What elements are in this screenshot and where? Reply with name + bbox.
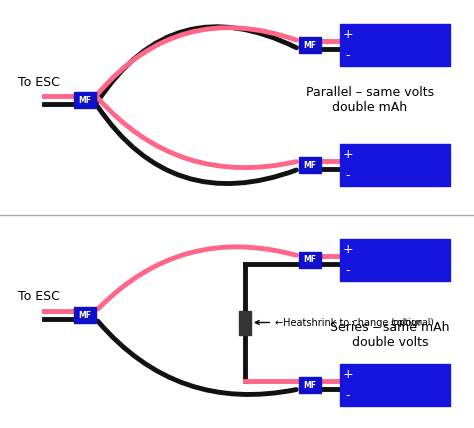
Text: +: + xyxy=(343,243,353,256)
Text: -: - xyxy=(346,389,350,402)
Bar xyxy=(239,310,251,335)
Text: -: - xyxy=(346,169,350,182)
Text: MF: MF xyxy=(303,41,317,50)
FancyBboxPatch shape xyxy=(74,307,96,323)
Text: ←Heatshrink to change colour: ←Heatshrink to change colour xyxy=(255,318,422,327)
FancyBboxPatch shape xyxy=(340,364,450,406)
Text: MF: MF xyxy=(79,310,91,319)
FancyBboxPatch shape xyxy=(299,377,321,393)
FancyBboxPatch shape xyxy=(340,239,450,281)
FancyBboxPatch shape xyxy=(299,252,321,268)
Text: MF: MF xyxy=(303,380,317,389)
FancyBboxPatch shape xyxy=(340,144,450,186)
FancyBboxPatch shape xyxy=(299,37,321,53)
Text: To ESC: To ESC xyxy=(18,291,60,303)
FancyBboxPatch shape xyxy=(340,24,450,66)
Text: -: - xyxy=(346,50,350,62)
Text: MF: MF xyxy=(79,95,91,104)
Text: Parallel – same volts
double mAh: Parallel – same volts double mAh xyxy=(306,86,434,114)
FancyBboxPatch shape xyxy=(74,92,96,108)
Text: Series – same mAh
double volts: Series – same mAh double volts xyxy=(330,321,450,349)
Text: (optional): (optional) xyxy=(390,318,434,327)
Text: To ESC: To ESC xyxy=(18,75,60,89)
FancyBboxPatch shape xyxy=(299,157,321,173)
Text: +: + xyxy=(343,368,353,380)
Text: MF: MF xyxy=(303,160,317,169)
Text: -: - xyxy=(346,265,350,277)
Text: +: + xyxy=(343,148,353,160)
Text: +: + xyxy=(343,27,353,41)
Text: MF: MF xyxy=(303,256,317,265)
